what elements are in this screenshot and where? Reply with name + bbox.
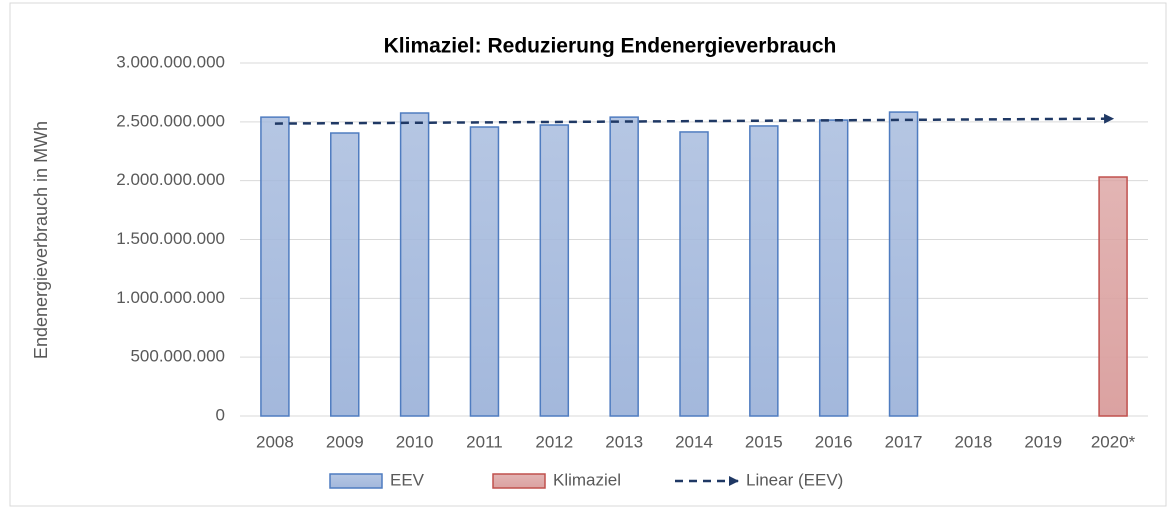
bar (330, 132, 360, 417)
x-tick-label: 2015 (745, 432, 783, 451)
y-tick-label: 1.500.000.000 (116, 229, 225, 248)
y-tick-label: 500.000.000 (130, 347, 225, 366)
y-axis-label: Endenergieverbrauch in MWh (31, 121, 51, 359)
legend-label: EEV (390, 470, 425, 489)
x-tick-label: 2011 (466, 432, 503, 451)
bar (609, 116, 639, 417)
y-tick-label: 0 (216, 405, 225, 424)
bar (260, 116, 290, 417)
y-tick-label: 2.000.000.000 (116, 170, 225, 189)
x-tick-label: 2017 (885, 432, 923, 451)
bar (749, 125, 779, 417)
bar (539, 124, 570, 417)
y-tick-label: 3.000.000.000 (116, 52, 225, 71)
x-tick-label: 2020* (1091, 432, 1136, 451)
legend-label: Linear (EEV) (746, 470, 843, 489)
x-tick-label: 2008 (256, 432, 294, 451)
x-tick-label: 2013 (605, 432, 643, 451)
x-tick-label: 2016 (815, 432, 853, 451)
x-tick-label: 2014 (675, 432, 713, 451)
bar (1098, 176, 1128, 417)
bar (399, 112, 430, 417)
legend-swatch (329, 473, 383, 489)
bar (818, 119, 849, 417)
chart-title: Klimaziel: Reduzierung Endenergieverbrau… (384, 35, 837, 58)
chart-frame (9, 2, 1167, 507)
x-tick-label: 2010 (396, 432, 434, 451)
bar (679, 131, 709, 417)
bar (888, 111, 919, 417)
x-tick-label: 2018 (954, 432, 992, 451)
bar (469, 126, 500, 417)
y-tick-label: 2.500.000.000 (116, 111, 225, 130)
legend-swatch (492, 473, 546, 489)
x-tick-label: 2009 (326, 432, 364, 451)
x-tick-label: 2019 (1024, 432, 1062, 451)
legend-label: Klimaziel (553, 470, 621, 489)
x-tick-label: 2012 (535, 432, 573, 451)
y-tick-label: 1.000.000.000 (116, 288, 225, 307)
